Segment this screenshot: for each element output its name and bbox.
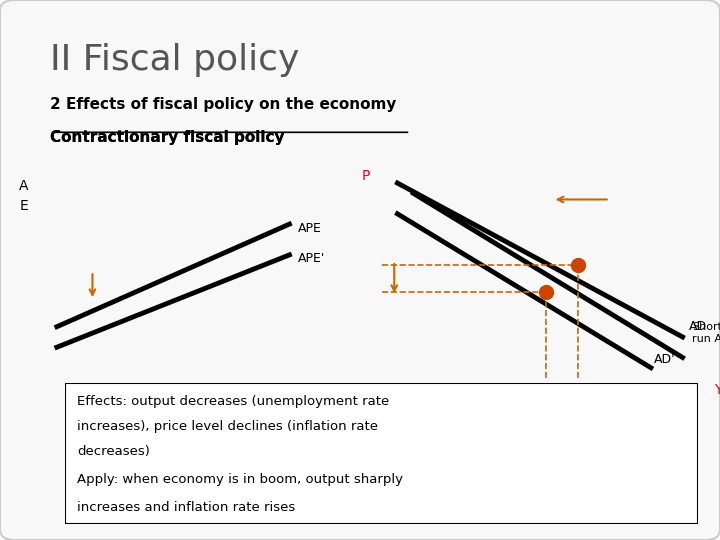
- Text: AD: AD: [689, 320, 707, 333]
- Text: APE': APE': [297, 253, 325, 266]
- Text: Apply: when economy is in boom, output sharply: Apply: when economy is in boom, output s…: [78, 473, 403, 486]
- FancyBboxPatch shape: [65, 383, 698, 524]
- Text: Contractionary fiscal policy: Contractionary fiscal policy: [50, 130, 285, 145]
- Text: Short
run AS: Short run AS: [692, 322, 720, 343]
- Text: P: P: [361, 168, 370, 183]
- Text: E: E: [19, 199, 28, 213]
- Text: AD': AD': [654, 353, 675, 366]
- Text: increases), price level declines (inflation rate: increases), price level declines (inflat…: [78, 420, 379, 433]
- Text: II Fiscal policy: II Fiscal policy: [50, 43, 300, 77]
- Text: decreases): decreases): [78, 445, 150, 458]
- Text: Contractionary fiscal policy: Contractionary fiscal policy: [50, 130, 285, 145]
- Text: Y: Y: [714, 383, 720, 397]
- Text: APE: APE: [297, 222, 322, 235]
- Text: 2 Effects of fiscal policy on the economy: 2 Effects of fiscal policy on the econom…: [50, 97, 397, 112]
- Text: Effects: output decreases (unemployment rate: Effects: output decreases (unemployment …: [78, 395, 390, 408]
- Text: increases and inflation rate rises: increases and inflation rate rises: [78, 501, 296, 514]
- Text: A: A: [19, 179, 29, 193]
- Text: Y: Y: [328, 383, 336, 397]
